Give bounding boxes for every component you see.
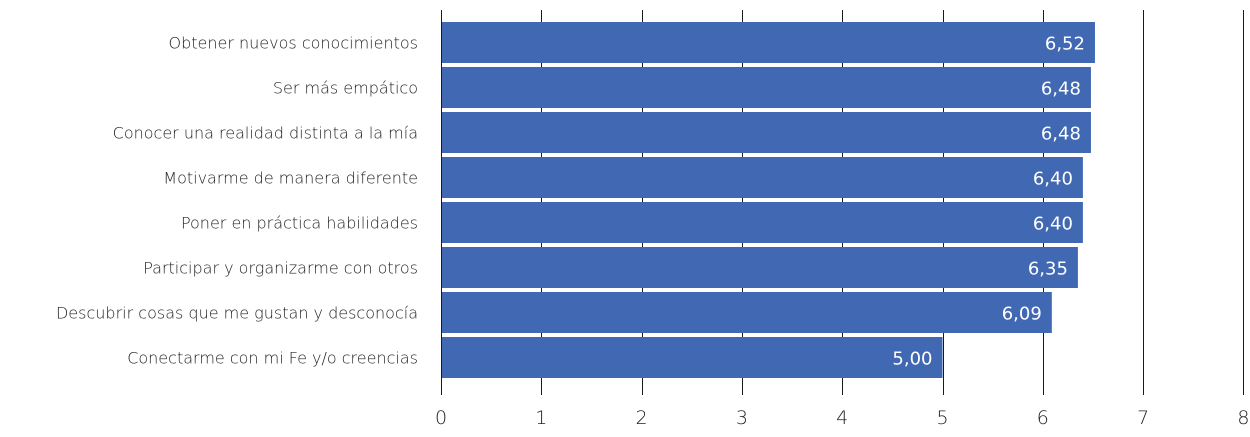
category-label: Motivarme de manera diferente: [163, 169, 418, 188]
bar: [442, 292, 1052, 333]
bar: [442, 67, 1091, 108]
x-tick-label: 7: [1137, 407, 1149, 429]
bars: 6,52 6,48 6,48 6,40 6,40 6,35 6,09 5,00: [442, 22, 1095, 378]
category-label: Conocer una realidad distinta a la mía: [113, 124, 418, 143]
category-label: Ser más empático: [273, 79, 418, 98]
bar-value-label: 6,40: [1033, 214, 1073, 235]
x-axis-ticks: 0 1 2 3 4 5 6 7 8: [435, 407, 1249, 429]
category-labels: Obtener nuevos conocimientos Ser más empá…: [56, 34, 418, 368]
bar-value-label: 6,09: [1002, 304, 1042, 325]
bar-value-label: 5,00: [892, 349, 932, 370]
bar: [442, 22, 1095, 63]
x-tick-label: 4: [836, 407, 848, 429]
category-label: Participar y organizarme con otros: [143, 259, 418, 278]
bar-value-label: 6,40: [1033, 169, 1073, 190]
x-tick-label: 2: [636, 407, 648, 429]
bar-value-label: 6,48: [1041, 124, 1081, 145]
x-tick-label: 3: [736, 407, 748, 429]
bar-value-label: 6,48: [1041, 79, 1081, 100]
bar: [442, 112, 1091, 153]
bar: [442, 247, 1078, 288]
x-tick-label: 6: [1037, 407, 1049, 429]
bar: [442, 202, 1083, 243]
x-tick-label: 5: [936, 407, 948, 429]
bar-value-label: 6,35: [1028, 259, 1068, 280]
category-label: Obtener nuevos conocimientos: [169, 34, 419, 53]
bar: [442, 157, 1083, 198]
category-label: Poner en práctica habilidades: [181, 214, 418, 233]
x-tick-label: 1: [535, 407, 547, 429]
bar: [442, 337, 943, 378]
bar-value-label: 6,52: [1045, 34, 1085, 55]
category-label: Conectarme con mi Fe y/o creencias: [127, 349, 418, 368]
category-label: Descubrir cosas que me gustan y desconoc…: [56, 304, 418, 323]
x-tick-label: 0: [435, 407, 447, 429]
x-tick-label: 8: [1237, 407, 1249, 429]
